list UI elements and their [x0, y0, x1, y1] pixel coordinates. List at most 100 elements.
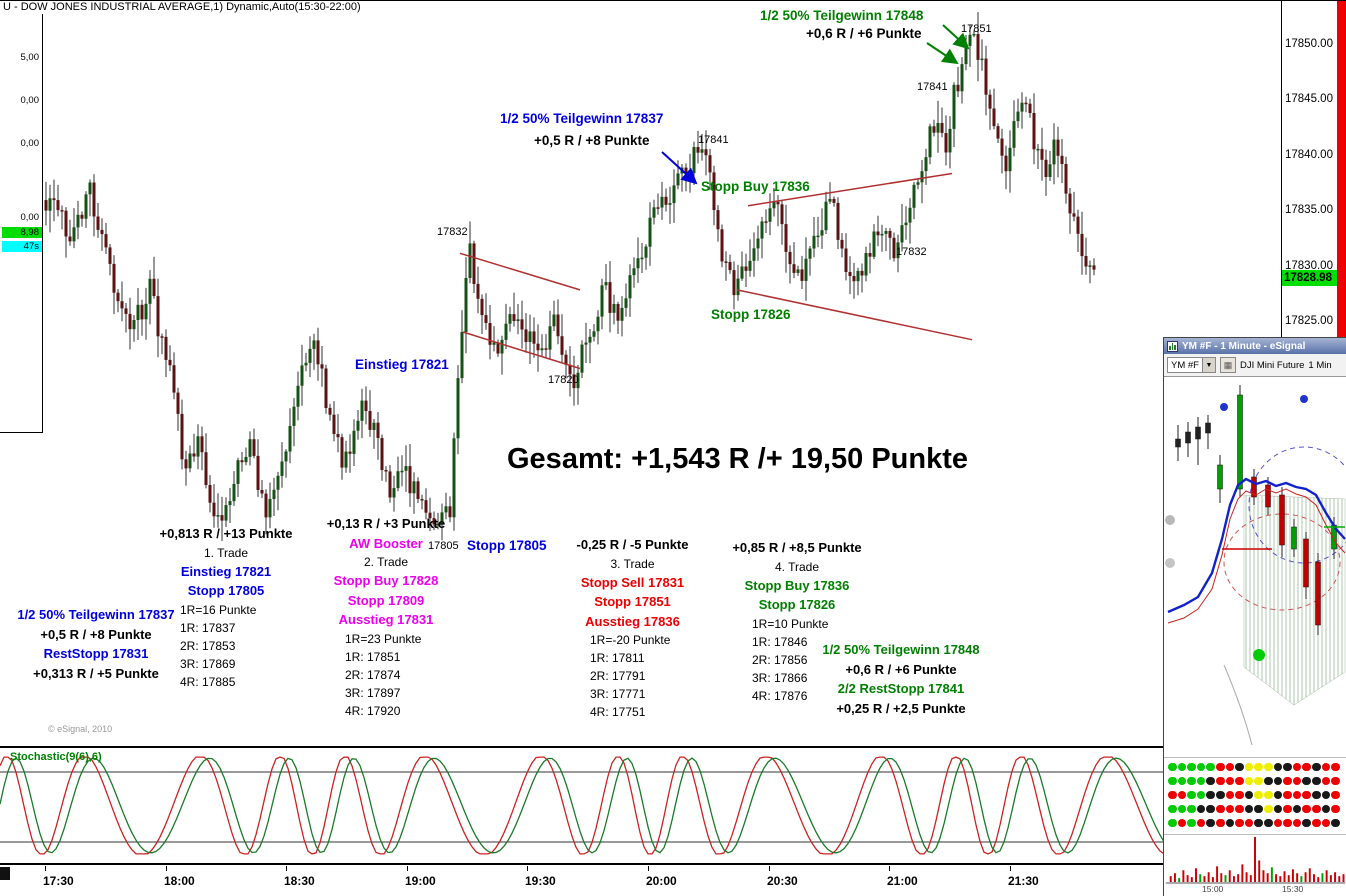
- signal-dot: [1206, 762, 1215, 772]
- scrollbar-corner: [0, 867, 10, 880]
- signal-dot: [1292, 818, 1302, 828]
- signal-dot: [1263, 776, 1273, 786]
- signal-dot: [1254, 790, 1263, 800]
- time-axis-tick: [45, 866, 46, 871]
- signal-dot: [1168, 818, 1177, 828]
- time-axis-tick: [889, 866, 890, 871]
- signal-dot-matrix: [1164, 757, 1346, 834]
- left-price-panel: 5,00 0,00 0,00 0,00 8,98 47s: [0, 14, 43, 433]
- chart-type-icon[interactable]: ▦: [1219, 357, 1236, 373]
- signal-dot: [1187, 762, 1196, 772]
- signal-dot: [1215, 762, 1225, 772]
- signal-dot: [1321, 818, 1331, 828]
- signal-dot: [1263, 804, 1273, 814]
- symbol-value: YM #F: [1171, 359, 1199, 371]
- signal-dot: [1168, 790, 1177, 800]
- signal-dot: [1302, 818, 1311, 828]
- signal-dot: [1225, 804, 1235, 814]
- signal-dot: [1244, 790, 1254, 800]
- signal-dot: [1292, 762, 1302, 772]
- price-axis-label: 17840.00: [1285, 149, 1333, 161]
- signal-dot: [1331, 762, 1340, 772]
- signal-dot: [1215, 776, 1225, 786]
- time-axis-label: 20:00: [646, 874, 677, 888]
- signal-dot: [1225, 790, 1235, 800]
- price-axis-label: 17845.00: [1285, 93, 1333, 105]
- ym-mini-chart[interactable]: [1164, 377, 1346, 757]
- signal-dot-row: [1168, 760, 1346, 774]
- signal-dot: [1215, 818, 1225, 828]
- signal-dot: [1235, 790, 1244, 800]
- stochastic-top-separator: [0, 746, 1282, 748]
- signal-dot: [1263, 762, 1273, 772]
- ym-time-label: 15:00: [1202, 884, 1224, 894]
- signal-dot: [1311, 762, 1321, 772]
- signal-dot: [1206, 776, 1215, 786]
- time-axis-tick: [1010, 866, 1011, 871]
- stochastic-panel[interactable]: [0, 748, 1281, 863]
- signal-dot: [1196, 818, 1206, 828]
- time-axis-tick: [527, 866, 528, 871]
- symbol-dropdown[interactable]: YM #F ▼: [1167, 357, 1216, 373]
- signal-dot: [1235, 776, 1244, 786]
- signal-dot: [1311, 804, 1321, 814]
- candlestick-chart[interactable]: [0, 0, 1281, 748]
- signal-dot: [1187, 776, 1196, 786]
- time-axis-tick: [286, 866, 287, 871]
- signal-dot: [1168, 762, 1177, 772]
- last-price-badge: 17828.98: [1282, 270, 1337, 286]
- time-axis-label: 18:00: [164, 874, 195, 888]
- ym-mini-window[interactable]: YM #F - 1 Minute - eSignal YM #F ▼ ▦ DJI…: [1163, 337, 1346, 896]
- signal-dot: [1292, 790, 1302, 800]
- signal-dot: [1321, 762, 1331, 772]
- signal-dot: [1273, 762, 1283, 772]
- signal-dot: [1196, 790, 1206, 800]
- time-axis-tick: [648, 866, 649, 871]
- signal-dot: [1244, 762, 1254, 772]
- signal-dot: [1206, 790, 1215, 800]
- time-axis-label: 21:00: [887, 874, 918, 888]
- stochastic-bottom-separator: [0, 863, 1282, 865]
- price-axis-label: 17850.00: [1285, 38, 1333, 50]
- ym-window-title: YM #F - 1 Minute - eSignal: [1182, 340, 1306, 352]
- time-axis-label: 21:30: [1008, 874, 1039, 888]
- signal-dot: [1187, 804, 1196, 814]
- signal-dot: [1235, 804, 1244, 814]
- signal-dot: [1283, 776, 1292, 786]
- signal-dot: [1215, 790, 1225, 800]
- signal-dot-row: [1168, 788, 1346, 802]
- time-axis-tick: [769, 866, 770, 871]
- ym-volume-bars: [1164, 834, 1346, 884]
- signal-dot: [1321, 790, 1331, 800]
- signal-dot: [1196, 762, 1206, 772]
- bar-countdown-badge: 47s: [2, 241, 42, 252]
- signal-dot: [1254, 804, 1263, 814]
- time-axis[interactable]: 17:30 18:00 18:30 19:00 19:30 20:00 20:30 21:00…: [0, 865, 1281, 896]
- signal-dot: [1225, 776, 1235, 786]
- signal-dot: [1168, 804, 1177, 814]
- time-axis-label: 18:30: [284, 874, 315, 888]
- signal-dot: [1196, 776, 1206, 786]
- ym-toolbar: YM #F ▼ ▦ DJI Mini Future 1 Min: [1164, 354, 1346, 377]
- signal-dot: [1311, 776, 1321, 786]
- interval-label: 1 Min: [1308, 359, 1332, 371]
- signal-dot: [1244, 804, 1254, 814]
- signal-dot: [1254, 818, 1263, 828]
- signal-dot: [1321, 776, 1331, 786]
- signal-dot: [1311, 818, 1321, 828]
- signal-dot: [1283, 762, 1292, 772]
- signal-dot: [1225, 818, 1235, 828]
- time-axis-label: 19:00: [405, 874, 436, 888]
- signal-dot: [1263, 818, 1273, 828]
- ym-window-titlebar[interactable]: YM #F - 1 Minute - eSignal: [1164, 338, 1346, 354]
- chart-window-icon: [1167, 340, 1178, 352]
- signal-dot: [1177, 818, 1187, 828]
- signal-dot: [1311, 790, 1321, 800]
- signal-dot: [1177, 776, 1187, 786]
- signal-dot: [1302, 804, 1311, 814]
- signal-dot: [1215, 804, 1225, 814]
- signal-dot-row: [1168, 802, 1346, 816]
- chevron-down-icon[interactable]: ▼: [1201, 358, 1215, 372]
- time-axis-label: 19:30: [525, 874, 556, 888]
